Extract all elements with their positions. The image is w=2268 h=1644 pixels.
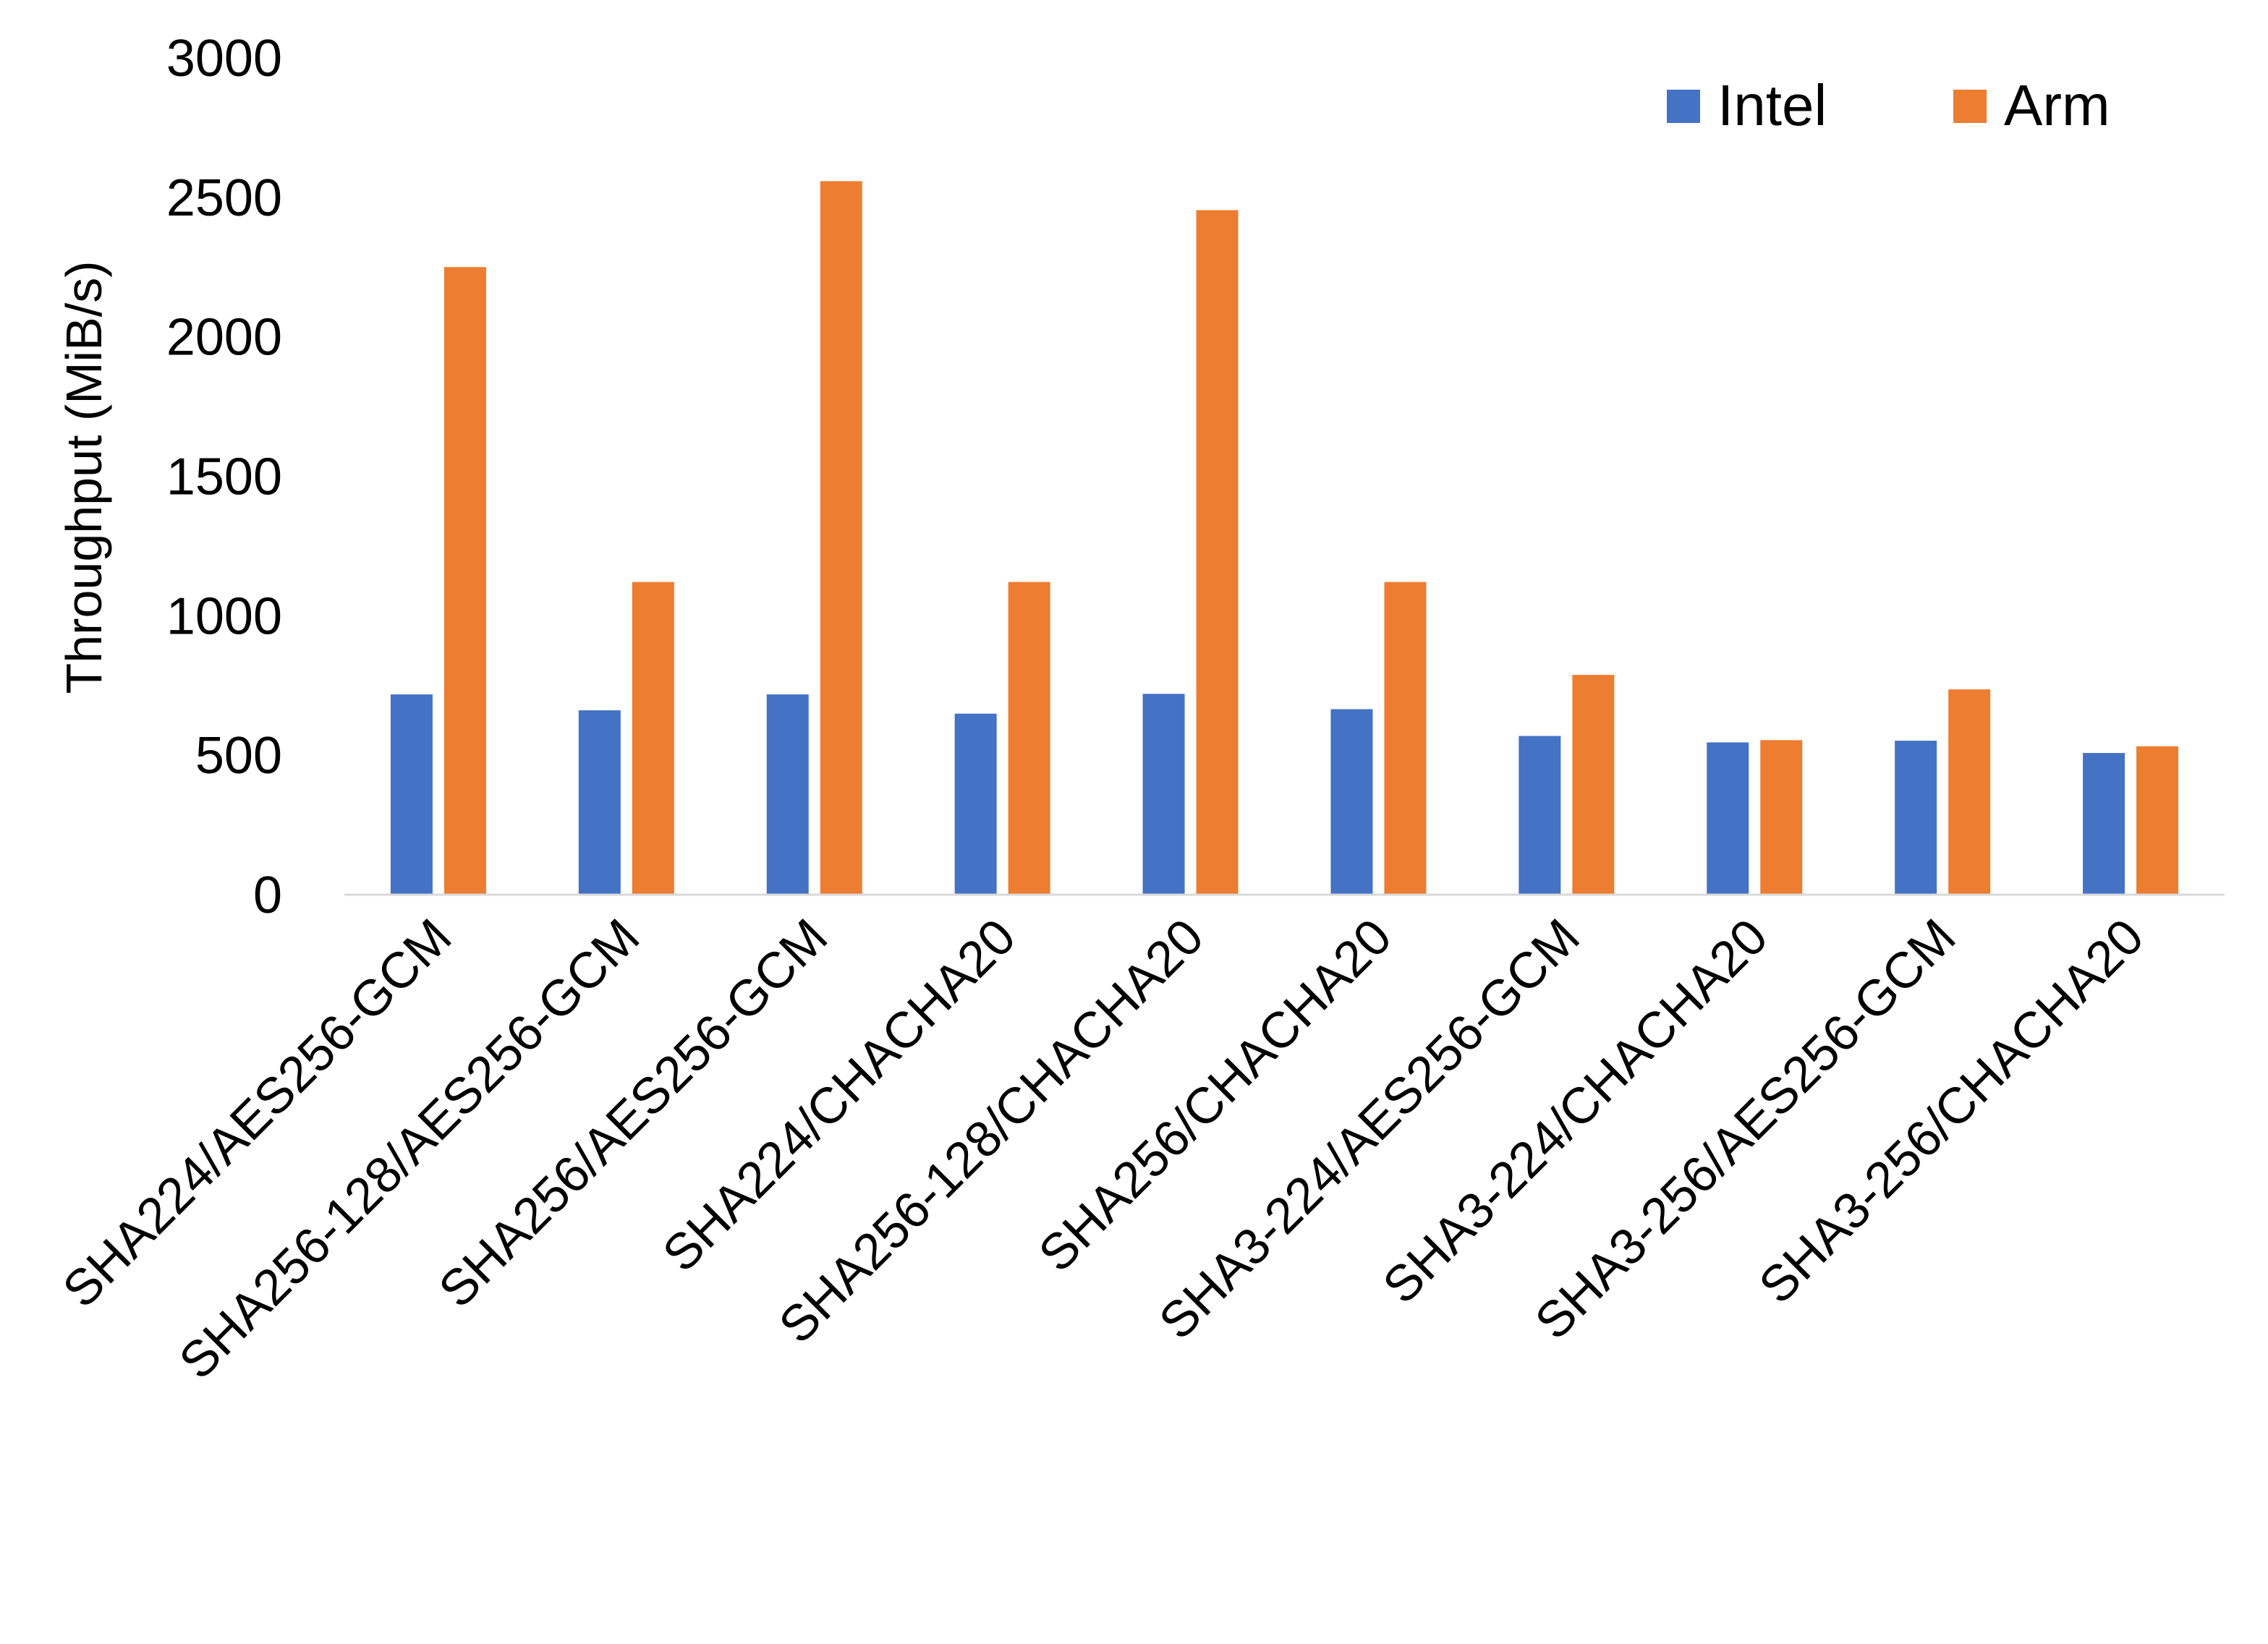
bar-arm <box>1384 582 1427 895</box>
bar-intel <box>1330 709 1373 895</box>
x-tick-label: SHA3-256/CHACHA20 <box>1748 908 2154 1313</box>
bar-intel <box>1142 694 1185 895</box>
bar-arm <box>443 267 486 895</box>
bar-arm <box>1948 689 1991 895</box>
bars <box>390 181 2179 895</box>
bar-arm <box>1008 582 1050 895</box>
bar-arm <box>820 181 862 895</box>
bar-arm <box>1572 675 1615 895</box>
legend-label-intel: Intel <box>1717 73 1827 137</box>
y-tick-label: 1500 <box>166 448 282 506</box>
bar-intel <box>766 694 809 895</box>
y-tick-label: 500 <box>195 727 282 785</box>
bar-arm <box>2136 746 2179 895</box>
legend-label-arm: Arm <box>2004 73 2110 137</box>
legend: Intel Arm <box>1667 73 2110 137</box>
bar-intel <box>1707 742 1749 895</box>
y-tick-label: 1000 <box>166 587 282 645</box>
bar-intel <box>390 694 433 895</box>
y-tick-label: 2500 <box>166 169 282 227</box>
legend-swatch-arm <box>1953 90 1987 123</box>
y-tick-label: 2000 <box>166 309 282 367</box>
bar-intel <box>578 710 621 895</box>
bar-intel <box>1519 736 1561 895</box>
x-tick-label: SHA224/CHACHA20 <box>652 908 1026 1282</box>
x-tick-label: SHA256/AES256-GCM <box>428 908 838 1318</box>
bar-intel <box>1895 741 1937 895</box>
bar-intel <box>2083 753 2125 895</box>
y-tick-label: 3000 <box>166 30 282 88</box>
legend-swatch-intel <box>1667 90 1700 123</box>
x-axis-labels: SHA224/AES256-GCMSHA256-128/AES256-GCMSH… <box>52 908 2154 1389</box>
y-axis-label: Throughput (MiB/s) <box>56 260 112 694</box>
bar-intel <box>954 713 997 895</box>
x-tick-label: SHA3-224/CHACHA20 <box>1372 908 1778 1313</box>
x-tick-label: SHA256/CHACHA20 <box>1028 908 1402 1282</box>
y-tick-label: 0 <box>253 866 282 924</box>
x-tick-label: SHA224/AES256-GCM <box>52 908 462 1318</box>
y-axis-ticks: 0 500 1000 1500 2000 2500 3000 <box>166 30 282 924</box>
bar-arm <box>1760 740 1803 895</box>
bar-arm <box>632 582 674 895</box>
bar-arm <box>1196 210 1239 895</box>
